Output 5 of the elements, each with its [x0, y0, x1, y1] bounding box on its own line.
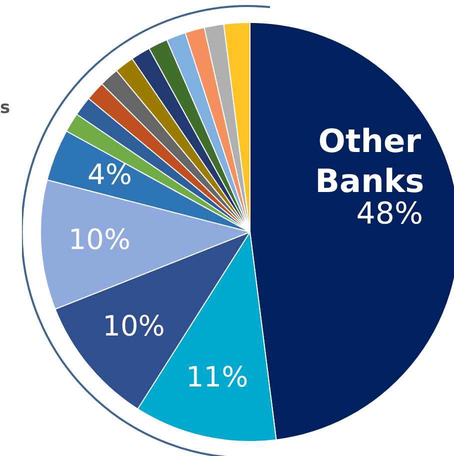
data-label: 10%: [68, 222, 131, 256]
data-label: 10%: [102, 309, 165, 342]
data-label: 11%: [186, 360, 248, 394]
text: s: [0, 98, 10, 118]
data-label: 4%: [88, 158, 132, 191]
